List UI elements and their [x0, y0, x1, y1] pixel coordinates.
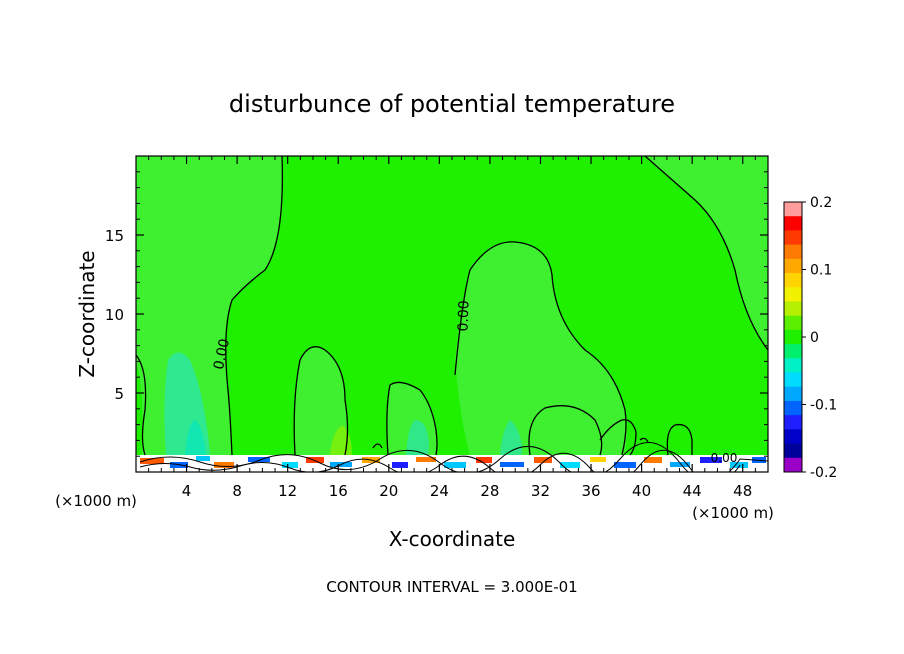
- x-tick-label: 48: [733, 482, 752, 500]
- x-tick-label: 32: [531, 482, 550, 500]
- colorbar-tick-label: 0.1: [810, 263, 832, 279]
- colorbar-tick-label: 0: [810, 330, 819, 346]
- zero-contours: [136, 156, 768, 456]
- contour-interval-note: CONTOUR INTERVAL = 3.000E-01: [326, 578, 577, 596]
- colorbar-swatch: [784, 202, 802, 217]
- colorbar-tick-label: 0.2: [810, 195, 832, 211]
- x-tick-label: 40: [632, 482, 651, 500]
- colorbar-swatch: [784, 258, 802, 274]
- colorbar-swatch: [784, 358, 802, 374]
- chart-title: disturbunce of potential temperature: [229, 90, 675, 118]
- colorbar-swatch: [784, 344, 802, 359]
- cool-anomaly-right: [500, 420, 522, 455]
- colorbar-swatch: [784, 400, 802, 416]
- colorbar-swatch: [784, 315, 802, 331]
- colorbar-swatch: [784, 429, 802, 445]
- colorbar-swatch: [784, 216, 802, 231]
- colorbar-tick-label: -0.1: [810, 398, 837, 414]
- colorbar-swatch: [784, 415, 802, 430]
- x-unit-right: (×1000 m): [692, 504, 774, 522]
- contour-label-center: 0.00: [455, 300, 472, 332]
- x-tick-label: 44: [683, 482, 702, 500]
- x-unit-left: (×1000 m): [55, 492, 137, 510]
- x-tick-label: 20: [379, 482, 398, 500]
- colorbar-tick-label: -0.2: [810, 465, 837, 481]
- x-tick-label: 36: [581, 482, 600, 500]
- colorbar-swatch: [784, 457, 802, 473]
- colorbar-swatch: [784, 386, 802, 402]
- y-tick-label: 5: [114, 385, 124, 403]
- x-tick-label: 24: [430, 482, 449, 500]
- x-tick-label: 28: [480, 482, 499, 500]
- y-axis-title: Z-coordinate: [75, 250, 99, 377]
- colorbar-swatch: [784, 372, 802, 388]
- y-tick-label: 15: [105, 227, 124, 245]
- field-region-plume-a: [294, 346, 348, 455]
- colorbar-swatch: [784, 230, 802, 246]
- x-axis-title: X-coordinate: [389, 527, 516, 551]
- plot-area: 0.00 0.00 0.00: [136, 156, 768, 472]
- x-tick-label: 16: [329, 482, 348, 500]
- colorbar: 0.2 0.1 0 -0.1 -0.2: [783, 195, 837, 481]
- x-tick-label: 4: [182, 482, 192, 500]
- contour-label-right: 0.00: [711, 451, 738, 465]
- x-tick-label: 12: [278, 482, 297, 500]
- colorbar-swatch: [784, 443, 802, 459]
- field-region-upper-right: [645, 156, 768, 350]
- cool-anomaly-left-core: [185, 420, 206, 455]
- colorbar-swatch: [784, 244, 802, 260]
- contour-label-left: 0.00: [211, 337, 233, 371]
- colorbar-swatch: [784, 273, 802, 288]
- y-tick-label: 10: [105, 306, 124, 324]
- cool-anomaly-mid: [406, 420, 429, 455]
- surface-noise: [139, 442, 768, 472]
- colorbar-swatch: [784, 287, 802, 302]
- colorbar-swatch: [784, 301, 802, 317]
- colorbar-swatch: [784, 329, 802, 345]
- x-tick-label: 8: [232, 482, 242, 500]
- field-region-bubble: [455, 241, 627, 455]
